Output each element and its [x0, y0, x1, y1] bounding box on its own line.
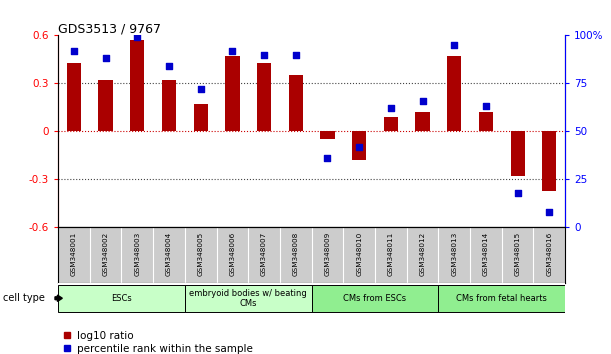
Point: [133, 34, 142, 40]
Bar: [542, 131, 557, 190]
Bar: [58, 285, 185, 312]
Point: [386, 105, 396, 111]
Text: embryoid bodies w/ beating
CMs: embryoid bodies w/ beating CMs: [189, 289, 307, 308]
Point: [418, 98, 428, 103]
Bar: [194, 104, 208, 131]
Text: GSM348010: GSM348010: [356, 232, 362, 276]
Text: GSM348004: GSM348004: [166, 232, 172, 276]
Bar: [384, 117, 398, 131]
Bar: [352, 131, 366, 160]
Bar: [439, 285, 565, 312]
Text: GDS3513 / 9767: GDS3513 / 9767: [58, 22, 161, 35]
Point: [354, 144, 364, 150]
Text: cell type: cell type: [3, 293, 45, 303]
Text: GSM348012: GSM348012: [420, 232, 425, 276]
Text: GSM348009: GSM348009: [324, 232, 331, 276]
Text: GSM348001: GSM348001: [71, 232, 77, 276]
Text: GSM348007: GSM348007: [261, 232, 267, 276]
Point: [449, 42, 459, 48]
Point: [291, 52, 301, 57]
Bar: [162, 80, 176, 131]
Text: GSM348008: GSM348008: [293, 232, 299, 276]
Bar: [98, 80, 112, 131]
Bar: [257, 63, 271, 131]
Bar: [67, 63, 81, 131]
Bar: [130, 40, 144, 131]
Text: GSM348011: GSM348011: [388, 232, 394, 276]
Text: CMs from ESCs: CMs from ESCs: [343, 294, 406, 303]
Point: [164, 63, 174, 69]
Point: [196, 86, 205, 92]
Point: [544, 209, 554, 215]
Point: [481, 104, 491, 109]
Point: [101, 56, 111, 61]
Point: [513, 190, 522, 196]
Point: [259, 52, 269, 57]
Bar: [312, 285, 439, 312]
Text: GSM348005: GSM348005: [198, 232, 203, 276]
Text: GSM348014: GSM348014: [483, 232, 489, 276]
Text: GSM348002: GSM348002: [103, 232, 109, 276]
Point: [227, 48, 237, 53]
Bar: [511, 131, 525, 176]
Text: GSM348003: GSM348003: [134, 232, 141, 276]
Legend: log10 ratio, percentile rank within the sample: log10 ratio, percentile rank within the …: [64, 331, 253, 354]
Point: [323, 155, 332, 161]
Bar: [225, 56, 240, 131]
Text: ESCs: ESCs: [111, 294, 132, 303]
Text: GSM348016: GSM348016: [546, 232, 552, 276]
Text: CMs from fetal hearts: CMs from fetal hearts: [456, 294, 547, 303]
Bar: [288, 75, 303, 131]
Bar: [447, 56, 461, 131]
Bar: [479, 112, 493, 131]
Bar: [415, 112, 430, 131]
Text: GSM348013: GSM348013: [452, 232, 457, 276]
Point: [69, 48, 79, 53]
Bar: [320, 131, 335, 139]
Text: GSM348015: GSM348015: [514, 232, 521, 276]
Text: GSM348006: GSM348006: [229, 232, 235, 276]
Bar: [185, 285, 312, 312]
